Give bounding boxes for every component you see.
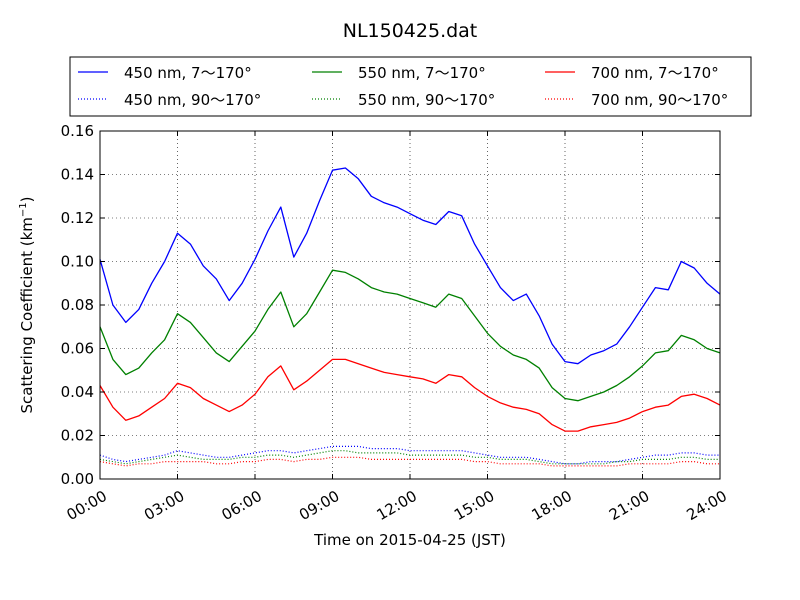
legend-label: 550 nm, 7～170° [358, 64, 486, 82]
x-tick-label: 18:00 [529, 487, 575, 524]
y-axis-label: Scattering Coefficient (km−1) [18, 196, 36, 413]
y-tick-label: 0.10 [61, 253, 94, 271]
y-axis-label-exponent: −1 [18, 202, 29, 217]
series-line-6 [99, 456, 720, 467]
legend-label: 550 nm, 90～170° [358, 91, 495, 109]
x-tick-label: 24:00 [684, 487, 730, 524]
grid [100, 131, 720, 479]
x-tick-label: 03:00 [141, 487, 187, 524]
legend-label: 700 nm, 90～170° [591, 91, 728, 109]
x-axis-label: Time on 2015-04-25 (JST) [313, 531, 506, 549]
series-line-2 [99, 269, 721, 402]
y-tick-label: 0.04 [61, 383, 94, 401]
chart-title: NL150425.dat [343, 20, 478, 42]
x-tick-label: 15:00 [451, 487, 497, 524]
y-tick-label: 0.14 [61, 166, 94, 184]
y-tick-label: 0.02 [61, 427, 94, 445]
y-tick-label: 0.08 [61, 296, 94, 314]
series-layer [99, 167, 721, 467]
y-tick-label: 0.06 [61, 340, 94, 358]
x-tick-label: 06:00 [219, 487, 265, 524]
x-tick-label: 12:00 [374, 487, 420, 524]
legend-frame [69, 56, 752, 117]
y-tick-label: 0.12 [61, 209, 94, 227]
legend: 450 nm, 7～170° 550 nm, 7～170° 700 nm, 7～17… [69, 56, 752, 117]
y-axis-label-close: ) [18, 196, 36, 202]
series-line-5 [99, 450, 720, 465]
y-axis-label-main: Scattering Coefficient (km [18, 217, 36, 413]
x-tick-label: 00:00 [64, 487, 110, 524]
series-line-4 [99, 445, 720, 465]
legend-label: 450 nm, 90～170° [124, 91, 261, 109]
legend-label: 450 nm, 7～170° [124, 64, 252, 82]
y-tick-label: 0.00 [61, 470, 94, 488]
x-tick-label: 21:00 [606, 487, 652, 524]
x-tick-label: 09:00 [296, 487, 342, 524]
series-line-3 [99, 358, 721, 432]
y-tick-label: 0.16 [61, 122, 94, 140]
series-line-1 [99, 167, 721, 365]
legend-label: 700 nm, 7～170° [591, 64, 719, 82]
